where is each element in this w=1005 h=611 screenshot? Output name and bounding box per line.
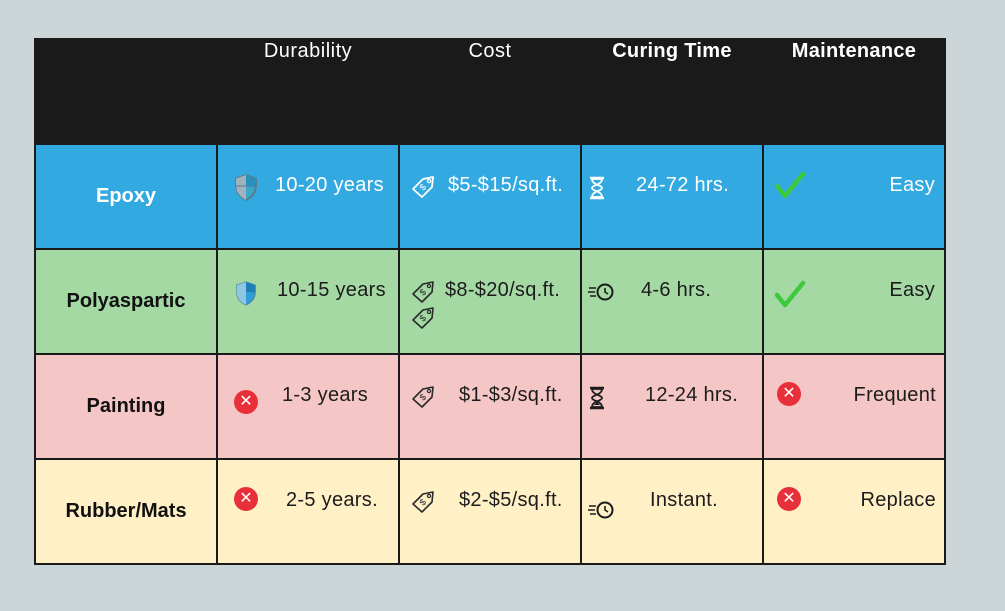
maintenance-value: Easy	[889, 279, 935, 301]
hourglass-icon	[590, 386, 604, 410]
x-circle-icon: ✕	[234, 487, 258, 511]
hourglass-icon	[590, 176, 604, 200]
cost-value: $1-$3/sq.ft.	[459, 384, 563, 406]
price-tag-icon: $	[412, 491, 434, 513]
row-label-polyaspartic: Polyaspartic	[34, 248, 218, 355]
maintenance-value: Replace	[860, 489, 936, 511]
cost-value: $2-$5/sq.ft.	[459, 489, 563, 511]
cell-epoxy-maintenance: Easy	[762, 143, 946, 250]
cell-rubber-curing: Instant.	[580, 458, 764, 565]
curing-value: 24-72 hrs.	[636, 174, 730, 196]
svg-text:$: $	[417, 497, 428, 508]
table-row-painting: Painting ✕ 1-3 years $ $1-$3/sq.ft.	[34, 353, 946, 460]
cost-value: $5-$15/sq.ft.	[448, 174, 564, 196]
cell-painting-durability: ✕ 1-3 years	[216, 353, 400, 460]
table-row-epoxy: Epoxy 10-20 years $ $5-$15/sq.ft.	[34, 143, 946, 250]
cell-painting-cost: $ $1-$3/sq.ft.	[398, 353, 582, 460]
header-durability: Durability	[216, 38, 400, 145]
row-label-rubber-mats: Rubber/Mats	[34, 458, 218, 565]
cell-painting-maintenance: ✕ Frequent	[762, 353, 946, 460]
header-curing-time: Curing Time	[580, 38, 764, 145]
row-label-epoxy: Epoxy	[34, 143, 218, 250]
curing-value: 12-24 hrs.	[645, 384, 739, 406]
curing-value: Instant.	[650, 489, 718, 511]
header-maintenance: Maintenance	[762, 38, 946, 145]
table-row-rubber-mats: Rubber/Mats ✕ 2-5 years. $ $2-$5/sq.ft.	[34, 458, 946, 565]
svg-text:$: $	[417, 313, 428, 324]
header-corner-cell	[34, 38, 218, 145]
cell-epoxy-durability: 10-20 years	[216, 143, 400, 250]
cell-polyaspartic-durability: 10-15 years	[216, 248, 400, 355]
price-tag-icon: $ $	[412, 281, 434, 329]
durability-value: 10-20 years	[275, 174, 384, 196]
cell-polyaspartic-cost: $ $ $8-$20/sq.ft.	[398, 248, 582, 355]
cell-rubber-cost: $ $2-$5/sq.ft.	[398, 458, 582, 565]
checkmark-icon	[774, 171, 806, 199]
curing-value: 4-6 hrs.	[641, 279, 712, 301]
cell-polyaspartic-maintenance: Easy	[762, 248, 946, 355]
table-row-polyaspartic: Polyaspartic 10-15 years $	[34, 248, 946, 355]
x-circle-icon: ✕	[777, 487, 801, 511]
fast-clock-icon	[588, 283, 614, 301]
cell-rubber-durability: ✕ 2-5 years.	[216, 458, 400, 565]
durability-value: 1-3 years	[282, 384, 369, 406]
shield-icon	[236, 281, 256, 306]
cell-epoxy-cost: $ $5-$15/sq.ft.	[398, 143, 582, 250]
price-tag-icon: $	[412, 176, 434, 198]
x-circle-icon: ✕	[234, 390, 258, 414]
durability-value: 2-5 years.	[286, 489, 378, 511]
fast-clock-icon	[588, 501, 614, 519]
comparison-table: Durability Cost Curing Time Maintenance …	[34, 38, 946, 565]
svg-text:$: $	[417, 287, 428, 298]
row-label-painting: Painting	[34, 353, 218, 460]
durability-value: 10-15 years	[277, 279, 386, 301]
x-circle-icon: ✕	[777, 382, 801, 406]
shield-icon	[235, 174, 257, 201]
price-tag-icon: $	[412, 386, 434, 408]
checkmark-icon	[774, 280, 806, 308]
maintenance-value: Easy	[889, 174, 935, 196]
svg-text:$: $	[417, 182, 428, 193]
cell-epoxy-curing: 24-72 hrs.	[580, 143, 764, 250]
cell-painting-curing: 12-24 hrs.	[580, 353, 764, 460]
cell-rubber-maintenance: ✕ Replace	[762, 458, 946, 565]
maintenance-value: Frequent	[853, 384, 936, 406]
header-cost: Cost	[398, 38, 582, 145]
svg-text:$: $	[417, 392, 428, 403]
cell-polyaspartic-curing: 4-6 hrs.	[580, 248, 764, 355]
header-row: Durability Cost Curing Time Maintenance	[34, 38, 946, 145]
cost-value: $8-$20/sq.ft.	[445, 279, 561, 301]
